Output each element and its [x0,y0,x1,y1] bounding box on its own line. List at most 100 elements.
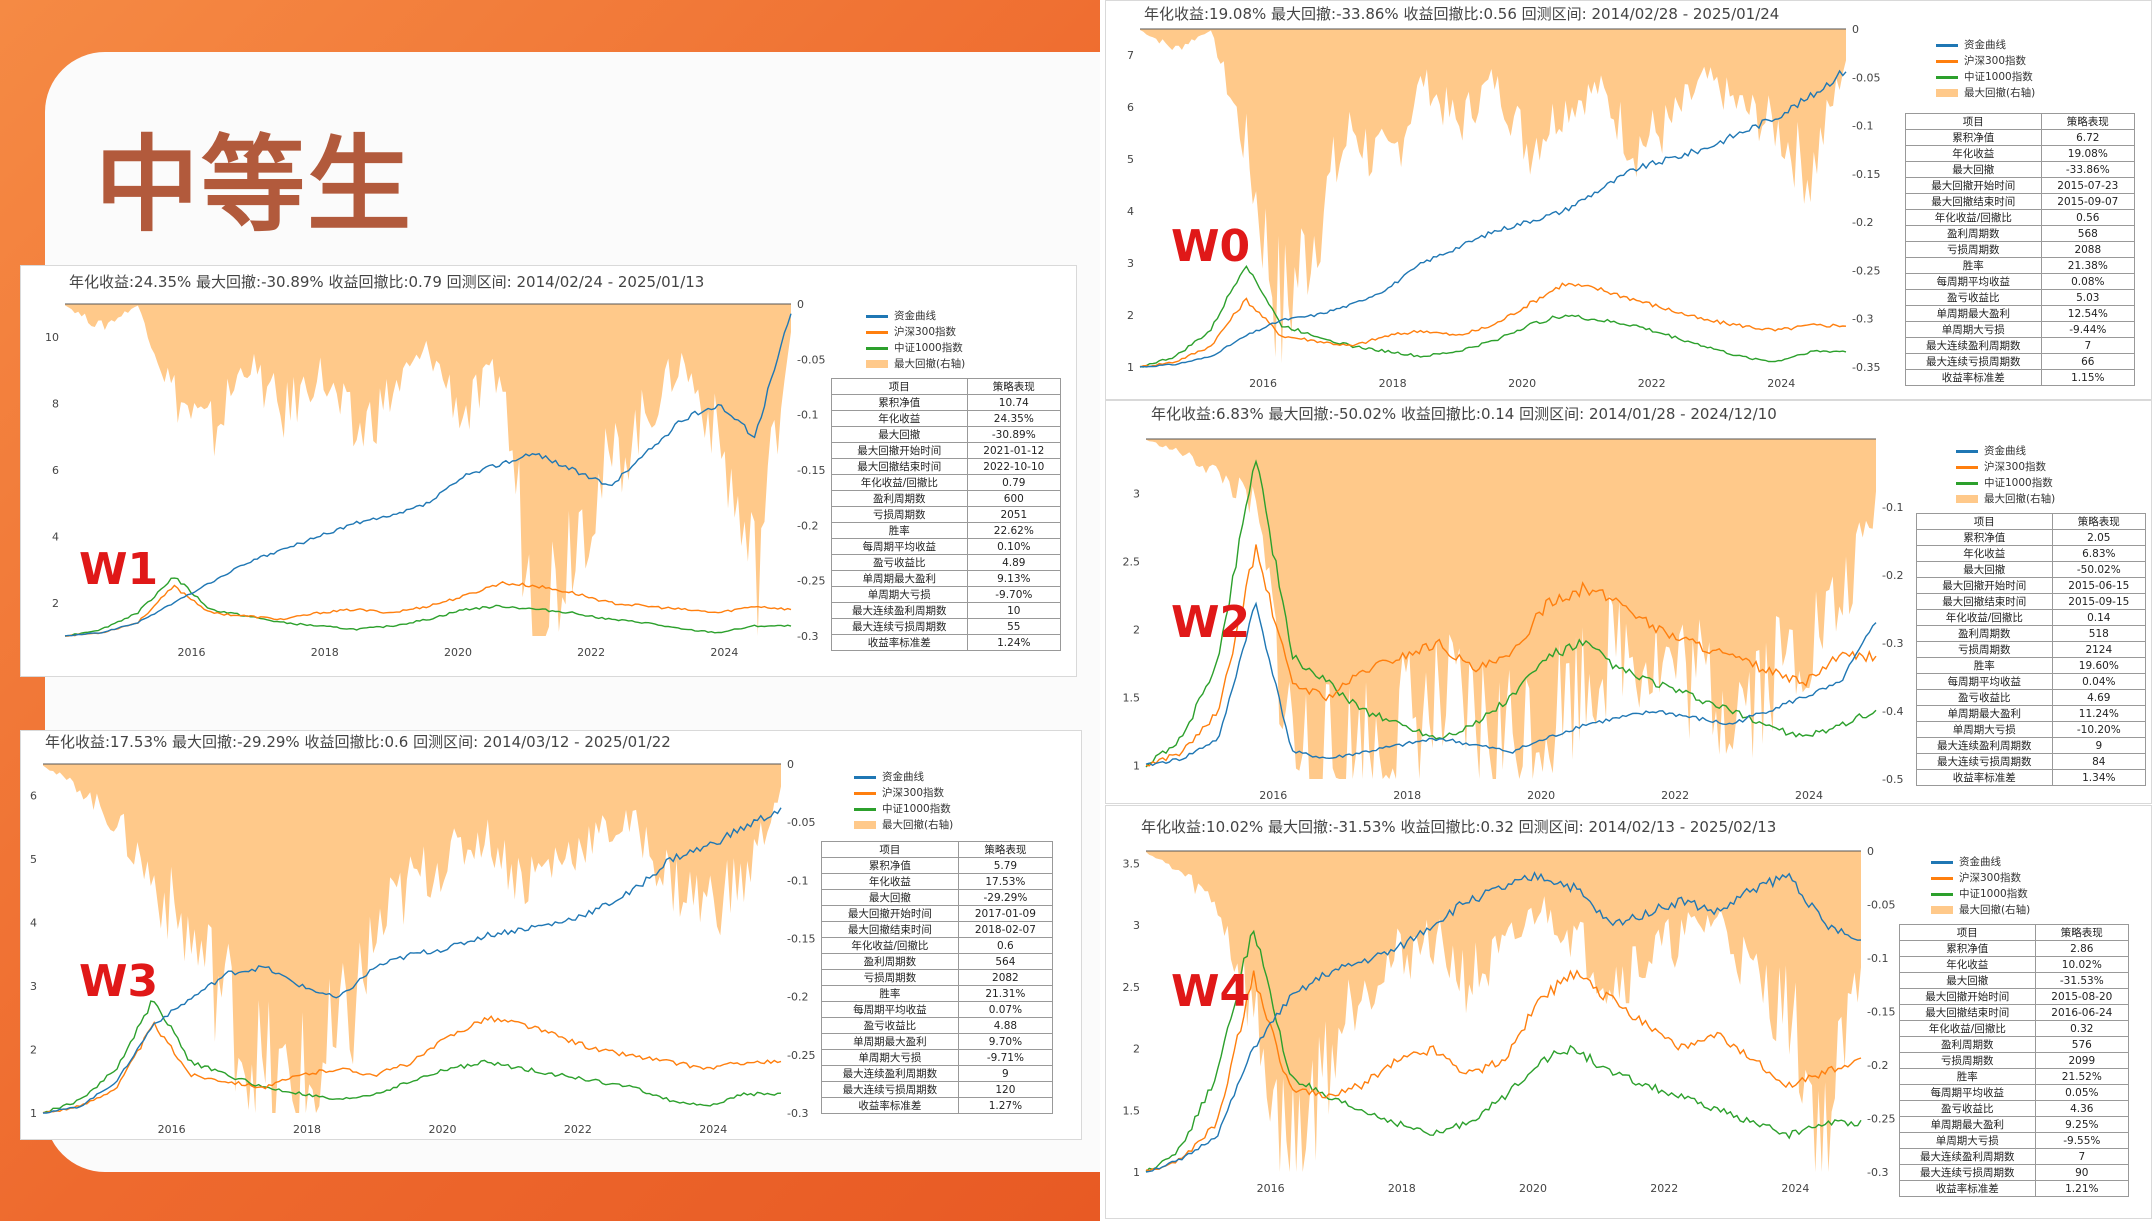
metric-value: -10.20% [2051,721,2147,738]
legend-label: 最大回撤(右轴) [1959,904,2031,916]
stats-row: 最大回撤开始时间 2015-08-20 [1899,988,2130,1005]
stats-table: 项目 策略表现 累积净值 5.79 年化收益 17.53% 最大回撤 -29.29% 最大回撤开… [821,841,1054,1114]
window-label: W0 [1171,221,1251,272]
legend-entry: 资金曲线 [1936,37,2035,53]
legend-label: 沪深300指数 [1959,872,2022,884]
metric-name: 收益率标准差 [1905,369,2042,386]
metric-name: 最大连续亏损周期数 [1905,353,2042,370]
legend-swatch [866,314,888,318]
metric-value: 7 [2034,1148,2130,1165]
x-tick-label: 2016 [158,1123,186,1136]
stats-row: 胜率 21.38% [1905,257,2136,274]
metric-value: 4.89 [966,554,1062,571]
metric-name: 收益率标准差 [821,1097,959,1114]
stats-row: 最大回撤 -31.53% [1899,972,2130,989]
stats-row: 最大连续盈利周期数 9 [821,1065,1054,1082]
x-tick-label: 2024 [1781,1182,1809,1195]
metric-value: 66 [2040,353,2136,370]
x-tick-label: 2016 [1249,377,1277,390]
metric-name: 最大回撤开始时间 [1899,988,2036,1005]
x-tick-label: 2018 [1393,789,1421,802]
metric-value: 19.60% [2051,657,2147,674]
metric-name: 胜率 [831,522,968,539]
series-line-strategy [64,313,792,637]
chart-panel-w1: 年化收益:24.35% 最大回撤:-30.89% 收益回撤比:0.79 回测区间… [20,265,1077,677]
metric-name: 盈亏收益比 [1899,1100,2036,1117]
legend-swatch [1931,860,1953,864]
drawdown-area [1140,29,1846,364]
y-tick-label: 6 [52,464,59,477]
metric-name: 单周期最大盈利 [1916,705,2053,722]
y2-tick-label: -0.1 [1882,501,1903,514]
y2-tick-label: -0.05 [1867,899,1895,912]
metric-value: 4.88 [957,1017,1054,1034]
stats-row: 年化收益 24.35% [831,410,1062,427]
metric-name: 累积净值 [1916,529,2053,546]
stats-row: 每周期平均收益 0.07% [821,1001,1054,1018]
stats-row: 每周期平均收益 0.10% [831,538,1062,555]
metric-name: 单周期最大盈利 [831,570,968,587]
metric-value: 2082 [957,969,1054,986]
stats-row: 盈亏收益比 4.89 [831,554,1062,571]
series-line-csi1000 [42,1000,782,1114]
y-tick-label: 8 [52,398,59,411]
y-tick-label: 2.5 [1123,981,1141,994]
legend-entry: 沪深300指数 [854,785,953,801]
chart-panel-w4: 年化收益:10.02% 最大回撤:-31.53% 收益回撤比:0.32 回测区间… [1105,805,2152,1219]
metric-value: -9.70% [966,586,1062,603]
stats-row: 单周期大亏损 -9.71% [821,1049,1054,1066]
stats-table: 项目 策略表现 累积净值 10.74 年化收益 24.35% 最大回撤 -30.89% 最大回撤… [831,378,1062,651]
legend-swatch [1931,876,1953,880]
window-label: W2 [1171,597,1251,648]
metric-name: 每周期平均收益 [821,1001,959,1018]
y2-tick-label: -0.1 [1867,952,1888,965]
legend-swatch [1956,481,1978,485]
y2-tick-label: -0.1 [797,409,818,422]
metric-value: 568 [2040,225,2136,242]
metric-value: 17.53% [957,873,1054,890]
stats-row: 最大连续亏损周期数 84 [1916,753,2147,770]
metric-value: 0.08% [2040,273,2136,290]
stats-row: 盈亏收益比 4.88 [821,1017,1054,1034]
metric-value: 0.07% [957,1001,1054,1018]
y2-tick-label: -0.1 [1852,120,1873,133]
stats-row: 收益率标准差 1.15% [1905,369,2136,386]
x-tick-label: 2022 [1661,789,1689,802]
metric-name: 最大回撤 [831,426,968,443]
stats-row: 最大连续亏损周期数 90 [1899,1164,2130,1181]
metric-name: 单周期大亏损 [1899,1132,2036,1149]
stats-row: 年化收益/回撤比 0.14 [1916,609,2147,626]
y2-tick-label: -0.5 [1882,773,1903,786]
chart-header: 年化收益:10.02% 最大回撤:-31.53% 收益回撤比:0.32 回测区间… [1141,818,1777,836]
metric-name: 胜率 [1916,657,2053,674]
chart-legend: 资金曲线 沪深300指数 中证1000指数 最大回撤(右轴) [866,308,965,372]
metric-value: 21.31% [957,985,1054,1002]
metric-value: 10.74 [966,394,1062,411]
legend-entry: 沪深300指数 [1931,870,2030,886]
metric-value: 10.02% [2034,956,2130,973]
metric-name: 盈亏收益比 [831,554,968,571]
legend-label: 资金曲线 [1964,39,2006,51]
stats-row: 最大回撤结束时间 2018-02-07 [821,921,1054,938]
stats-row: 年化收益 19.08% [1905,145,2136,162]
metric-name: 年化收益 [1905,145,2042,162]
y2-tick-label: -0.3 [797,630,818,643]
y-tick-label: 1 [30,1107,37,1120]
metric-value: -30.89% [966,426,1062,443]
stats-row: 亏损周期数 2051 [831,506,1062,523]
y-tick-label: 2 [1127,309,1134,322]
stats-header-row: 项目 策略表现 [831,378,1062,395]
metric-value: 4.69 [2051,689,2147,706]
legend-label: 最大回撤(右轴) [1964,87,2036,99]
chart-header: 年化收益:6.83% 最大回撤:-50.02% 收益回撤比:0.14 回测区间:… [1151,405,1777,423]
stats-row: 年化收益/回撤比 0.32 [1899,1020,2130,1037]
metric-value: 2022-10-10 [966,458,1062,475]
metric-name: 最大回撤开始时间 [831,442,968,459]
metric-name: 盈亏收益比 [1916,689,2053,706]
metric-name: 最大回撤 [821,889,959,906]
metric-name: 最大回撤 [1905,161,2042,178]
metric-name: 最大连续亏损周期数 [831,618,968,635]
stats-row: 年化收益/回撤比 0.79 [831,474,1062,491]
y-tick-label: 4 [1127,205,1134,218]
y2-tick-label: -0.3 [1882,637,1903,650]
